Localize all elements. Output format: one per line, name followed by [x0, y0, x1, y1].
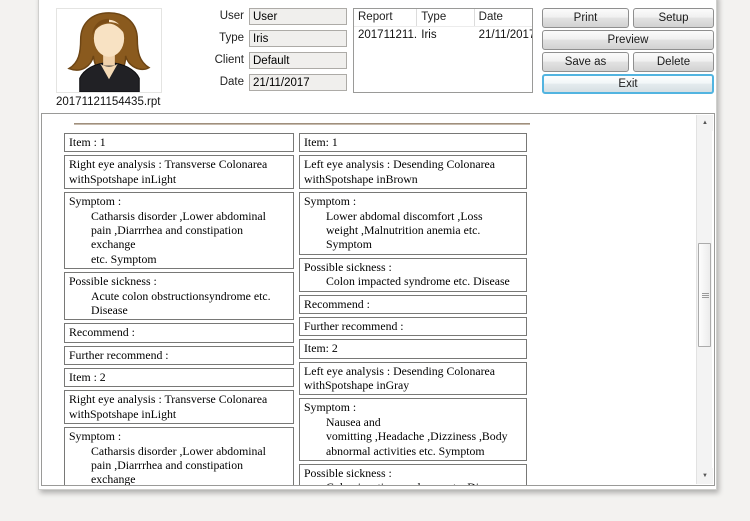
- report-cell-body: Catharsis disorder ,Lower abdominal pain…: [91, 208, 266, 266]
- report-cell-head: Possible sickness :: [69, 274, 157, 289]
- row-report-type: Iris: [421, 29, 437, 41]
- delete-button[interactable]: Delete: [633, 52, 714, 72]
- report-cell: Symptom : Catharsis disorder ,Lower abdom…: [64, 427, 294, 486]
- report-cell-body: Lower abdomal discomfort ,Loss weight ,M…: [326, 208, 483, 252]
- report-cell-head: Symptom :: [69, 194, 122, 209]
- patient-photo: [56, 8, 162, 93]
- scrollbar-thumb[interactable]: [698, 243, 711, 347]
- report-cell: Symptom : Catharsis disorder ,Lower abdom…: [64, 192, 294, 270]
- report-cell-head: Possible sickness :: [304, 466, 392, 481]
- report-cell-head: Right eye analysis : Transverse Colonare…: [69, 392, 268, 421]
- report-left-column: Item : 1 Right eye analysis : Transverse …: [64, 133, 294, 486]
- column-header-report[interactable]: Report: [354, 9, 418, 26]
- date-field[interactable]: [249, 74, 347, 91]
- row-report-name: 201711211...: [358, 29, 418, 41]
- report-cell-body: Acute colon obstructionsyndrome etc. Dis…: [91, 288, 271, 317]
- report-cell-head: Symptom :: [304, 400, 357, 415]
- report-cell-head: Further recommend :: [304, 318, 404, 333]
- column-header-type[interactable]: Type: [417, 9, 475, 26]
- vertical-scrollbar[interactable]: ▲ ▼: [696, 115, 713, 484]
- date-label: Date: [219, 76, 244, 88]
- scrollbar-grip-icon: [702, 293, 709, 299]
- report-list: Report Type Date 201711211... Iris 21/11…: [353, 8, 533, 93]
- report-right-column: Item: 1 Left eye analysis : Desending Col…: [299, 133, 527, 485]
- report-cell: Further recommend :: [64, 345, 294, 366]
- report-cell: Further recommend :: [299, 316, 527, 337]
- column-header-date[interactable]: Date: [478, 11, 503, 23]
- report-cell-head: Item : 2: [69, 370, 106, 385]
- report-cell: Recommend :: [299, 294, 527, 314]
- woman-avatar-icon: [57, 9, 161, 92]
- report-cell-body: Nausea and vomitting ,Headache ,Dizzines…: [326, 414, 508, 458]
- exit-button[interactable]: Exit: [542, 74, 714, 94]
- report-cell-head: Possible sickness :: [304, 259, 392, 274]
- report-cell-body: Colon impacted syndrome etc. Disease: [326, 274, 510, 289]
- report-cell: Left eye analysis : Desending Colonarea …: [299, 155, 527, 190]
- scroll-down-button[interactable]: ▼: [697, 468, 713, 484]
- report-cell-head: Item: 1: [304, 135, 338, 149]
- report-cell-head: Further recommend :: [69, 347, 169, 362]
- report-cell-head: Item: 2: [304, 341, 338, 356]
- report-cell: Symptom : Nausea and vomitting ,Headache …: [299, 398, 527, 462]
- client-label: Client: [214, 54, 244, 66]
- report-cell-head: Right eye analysis : Transverse Colonare…: [69, 157, 268, 186]
- report-cell-body: Catharsis disorder ,Lower abdominal pain…: [91, 443, 266, 486]
- report-cell-head: Recommend :: [69, 325, 135, 340]
- report-cell: Possible sickness : Colon impacted syndro…: [299, 257, 527, 292]
- report-cell-head: Recommend :: [304, 296, 370, 311]
- report-cell-head: Left eye analysis : Desending Colonarea …: [304, 157, 495, 186]
- client-field[interactable]: [249, 52, 347, 69]
- report-cell: Left eye analysis : Desending Colonarea …: [299, 361, 527, 396]
- report-cell-head: Left eye analysis : Desending Colonarea …: [304, 363, 495, 393]
- report-cell: Possible sickness : Acute colon obstructi…: [64, 272, 294, 321]
- report-cell-head: Item : 1: [69, 135, 106, 149]
- report-cell: Item: 1: [299, 133, 527, 153]
- print-button[interactable]: Print: [542, 8, 629, 28]
- scroll-up-button[interactable]: ▲: [697, 115, 713, 131]
- user-label: User: [219, 10, 244, 22]
- setup-button[interactable]: Setup: [633, 8, 714, 28]
- type-field[interactable]: [249, 30, 347, 47]
- preview-button[interactable]: Preview: [542, 30, 714, 50]
- report-viewer-window: 20171121154435.rpt User Type Client Date…: [38, 0, 717, 490]
- report-cell: Right eye analysis : Transverse Colonare…: [64, 155, 294, 190]
- report-cell: Symptom : Lower abdomal discomfort ,Loss …: [299, 192, 527, 255]
- type-label: Type: [219, 32, 244, 44]
- report-header-rule: [74, 123, 530, 125]
- user-field[interactable]: [249, 8, 347, 25]
- report-cell: Item: 2: [299, 339, 527, 359]
- report-cell: Possible sickness :Colon inactive syndro…: [299, 464, 527, 485]
- report-cell: Item : 2: [64, 368, 294, 388]
- report-cell: Item : 1: [64, 133, 294, 153]
- report-list-header: Report Type Date: [354, 9, 532, 27]
- report-cell: Recommend :: [64, 323, 294, 343]
- report-cell-head: Symptom :: [304, 194, 357, 209]
- report-cell: Right eye analysis : Transverse Colonare…: [64, 390, 294, 425]
- report-content-panel: Item : 1 Right eye analysis : Transverse …: [41, 113, 715, 486]
- report-file-label: 20171121154435.rpt: [56, 96, 161, 108]
- row-report-date: 21/11/2017: [478, 29, 532, 41]
- report-cell-body: Colon inactive syndrome etc. Disease: [304, 480, 522, 485]
- report-cell-head: Symptom :: [69, 429, 122, 444]
- save-as-button[interactable]: Save as: [542, 52, 629, 72]
- report-list-row[interactable]: 201711211... Iris 21/11/2017: [354, 27, 532, 44]
